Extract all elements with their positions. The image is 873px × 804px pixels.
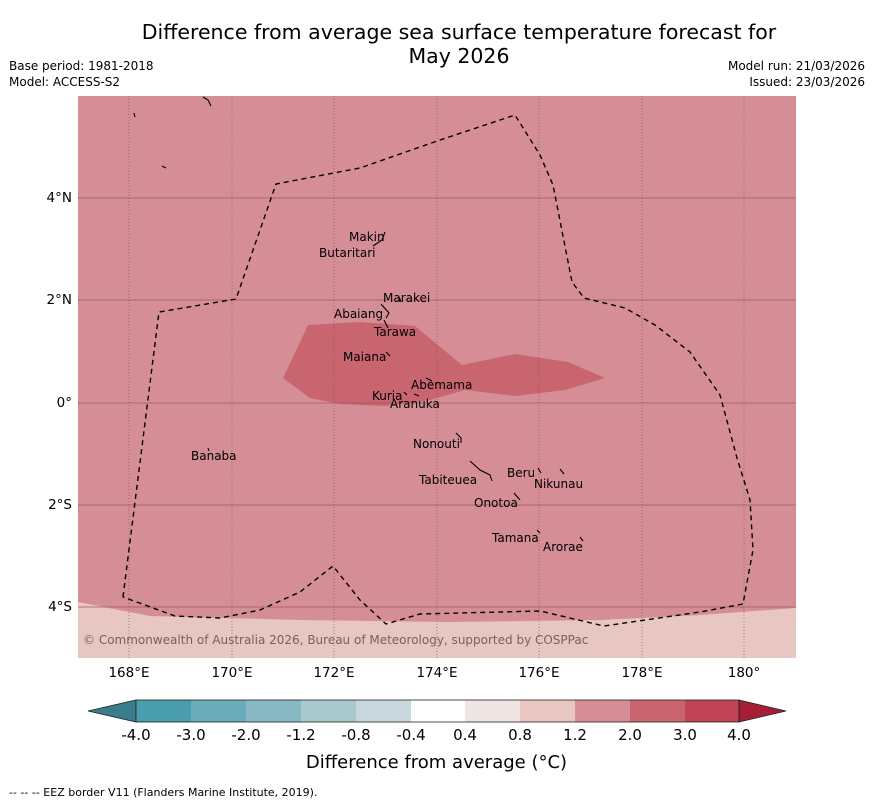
x-tick-172e: 172°E bbox=[313, 665, 355, 681]
map-title-line2: May 2026 bbox=[408, 44, 510, 68]
island-label-tarawa: Tarawa bbox=[373, 325, 416, 339]
model-run: Model run: 21/03/2026 bbox=[727, 59, 865, 73]
cbar-label-12: 4.0 bbox=[727, 726, 751, 744]
y-tick-2n: 2°N bbox=[46, 292, 72, 308]
model-name: Model: ACCESS-S2 bbox=[9, 75, 121, 89]
base-period: Base period: 1981-2018 bbox=[9, 59, 154, 73]
island-label-abaiang: Abaiang bbox=[334, 307, 383, 321]
cbar-label-9: 1.2 bbox=[563, 726, 587, 744]
island-label-banaba: Banaba bbox=[191, 449, 237, 463]
colorbar-segment-4 bbox=[301, 700, 356, 722]
eez-border bbox=[122, 114, 754, 627]
x-tick-180: 180° bbox=[727, 665, 761, 681]
cbar-label-8: 0.8 bbox=[508, 726, 532, 744]
colorbar-segment-8 bbox=[520, 700, 575, 722]
graticule bbox=[128, 96, 745, 658]
island-label-nikunau: Nikunau bbox=[534, 477, 583, 491]
meta-left: Base period: 1981-2018 Model: ACCESS-S2 bbox=[9, 58, 154, 90]
colorbar-high-extension bbox=[738, 699, 787, 723]
cbar-label-3: -2.0 bbox=[231, 726, 261, 744]
cbar-label-4: -1.2 bbox=[286, 726, 316, 744]
y-tick-2s: 2°S bbox=[48, 497, 72, 513]
x-tick-170e: 170°E bbox=[211, 665, 253, 681]
cbar-label-7: 0.4 bbox=[453, 726, 477, 744]
cbar-label-11: 3.0 bbox=[673, 726, 697, 744]
colorbar-segment-5 bbox=[356, 700, 411, 722]
island-label-onotoa: Onotoa bbox=[474, 496, 518, 510]
meta-right: Model run: 21/03/2026 Issued: 23/03/2026 bbox=[728, 58, 865, 90]
colorbar-segment-2 bbox=[191, 700, 246, 722]
cbar-label-6: -0.4 bbox=[396, 726, 426, 744]
y-tick-4s: 4°S bbox=[48, 599, 72, 615]
colorbar-title: Difference from average (°C) bbox=[305, 752, 568, 773]
island-label-arorae: Arorae bbox=[543, 540, 583, 554]
colorbar-segment-3 bbox=[246, 700, 301, 722]
island-label-butaritari: Butaritari bbox=[319, 246, 376, 260]
colorbar-low-extension bbox=[87, 699, 137, 723]
y-tick-0: 0° bbox=[56, 395, 72, 411]
island-shapes bbox=[133, 96, 584, 542]
latitude-lines bbox=[78, 197, 796, 608]
colorbar-segment-7 bbox=[465, 700, 520, 722]
island-label-abemama: Abemama bbox=[411, 378, 472, 392]
island-label-marakei: Marakei bbox=[383, 291, 430, 305]
x-tick-174e: 174°E bbox=[416, 665, 458, 681]
copyright-text: © Commonwealth of Australia 2026, Bureau… bbox=[83, 633, 588, 647]
colorbar-segment-9 bbox=[575, 700, 630, 722]
x-tick-168e: 168°E bbox=[108, 665, 150, 681]
colorbar-segment-6 bbox=[411, 700, 465, 722]
map-title-line1: Difference from average sea surface temp… bbox=[141, 20, 777, 44]
y-tick-4n: 4°N bbox=[46, 190, 72, 206]
x-tick-178e: 178°E bbox=[621, 665, 663, 681]
island-label-beru: Beru bbox=[507, 466, 535, 480]
issued-date: Issued: 23/03/2026 bbox=[749, 75, 865, 89]
map-title: Difference from average sea surface temp… bbox=[0, 20, 873, 68]
island-label-aranuka: Aranuka bbox=[390, 397, 440, 411]
colorbar-segment-10 bbox=[630, 700, 685, 722]
x-tick-176e: 176°E bbox=[518, 665, 560, 681]
cbar-label-5: -0.8 bbox=[341, 726, 371, 744]
cbar-label-10: 2.0 bbox=[618, 726, 642, 744]
island-label-tamana: Tamana bbox=[491, 531, 539, 545]
cbar-label-2: -3.0 bbox=[176, 726, 206, 744]
colorbar-segment-11 bbox=[685, 700, 739, 722]
island-label-kuria: Kuria bbox=[372, 389, 403, 403]
island-label-nonouti: Nonouti bbox=[413, 437, 460, 451]
island-label-tabiteuea: Tabiteuea bbox=[418, 473, 477, 487]
island-labels: Makin Butaritari Marakei Abaiang Tarawa … bbox=[191, 230, 583, 554]
eez-legend: -- -- -- EEZ border V11 (Flanders Marine… bbox=[9, 786, 318, 799]
cbar-label-1: -4.0 bbox=[121, 726, 151, 744]
island-label-makin: Makin bbox=[349, 230, 385, 244]
colorbar bbox=[87, 699, 787, 723]
colorbar-segment-1 bbox=[136, 700, 191, 722]
sst-anomaly-warm-patch bbox=[283, 322, 605, 406]
island-label-maiana: Maiana bbox=[343, 350, 386, 364]
